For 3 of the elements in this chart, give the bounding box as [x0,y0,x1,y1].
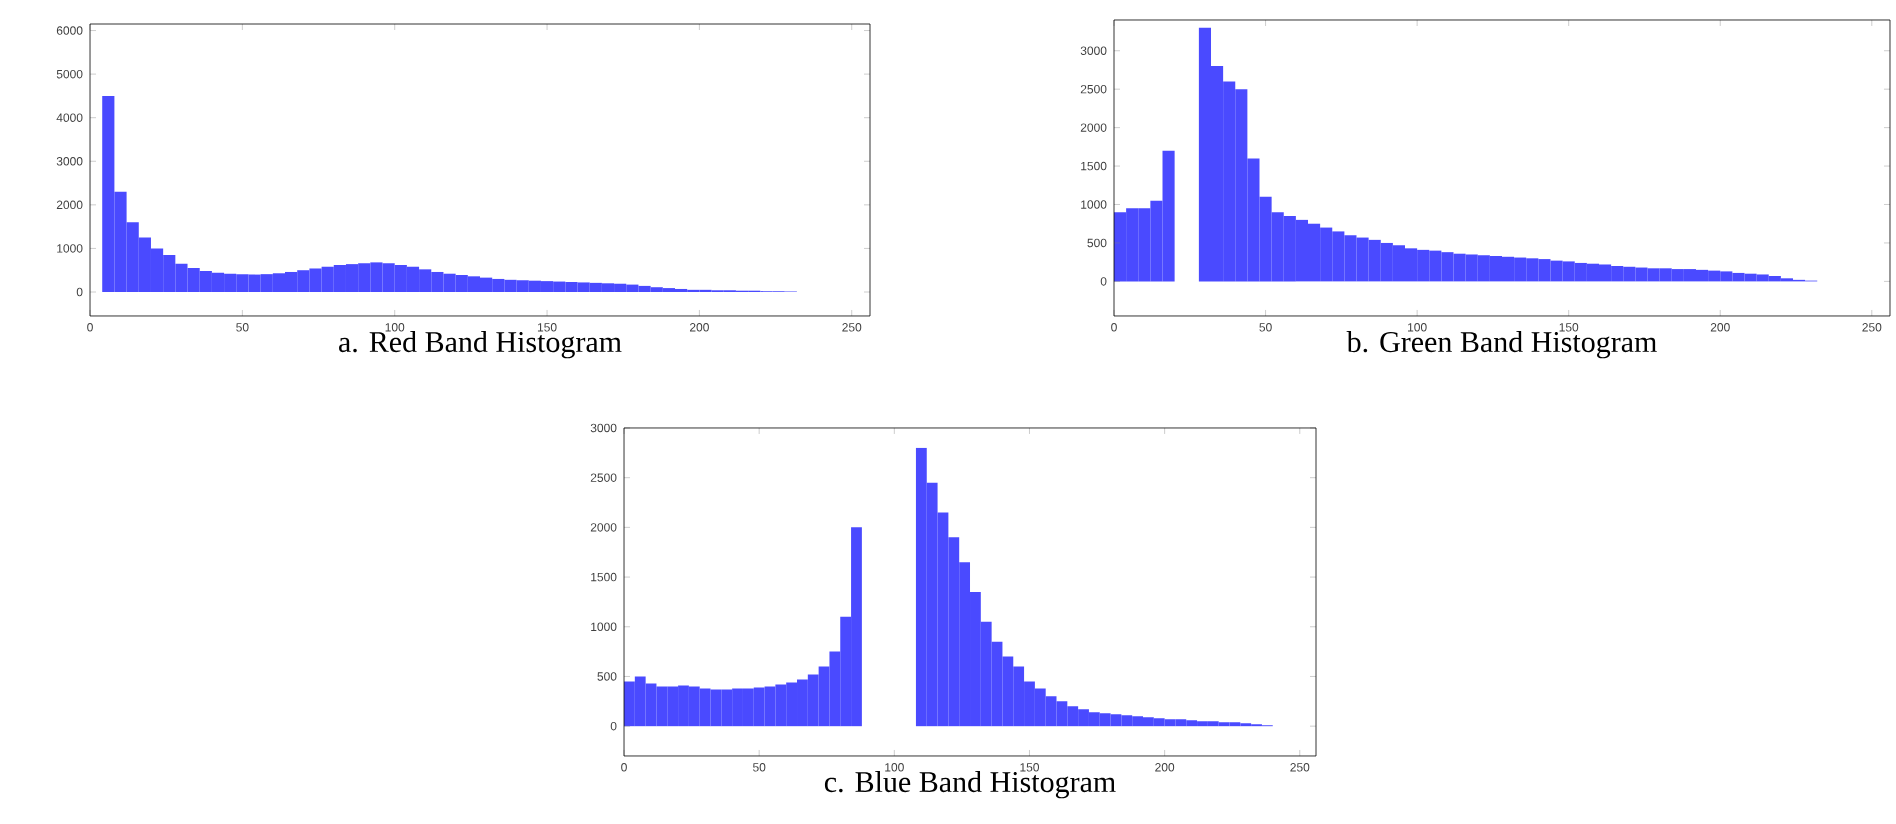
text: b. Green Band Histogram [1346,331,1657,359]
text: c. Blue Band Histogram [824,771,1116,799]
text: a. Red Band Histogram [339,331,622,359]
